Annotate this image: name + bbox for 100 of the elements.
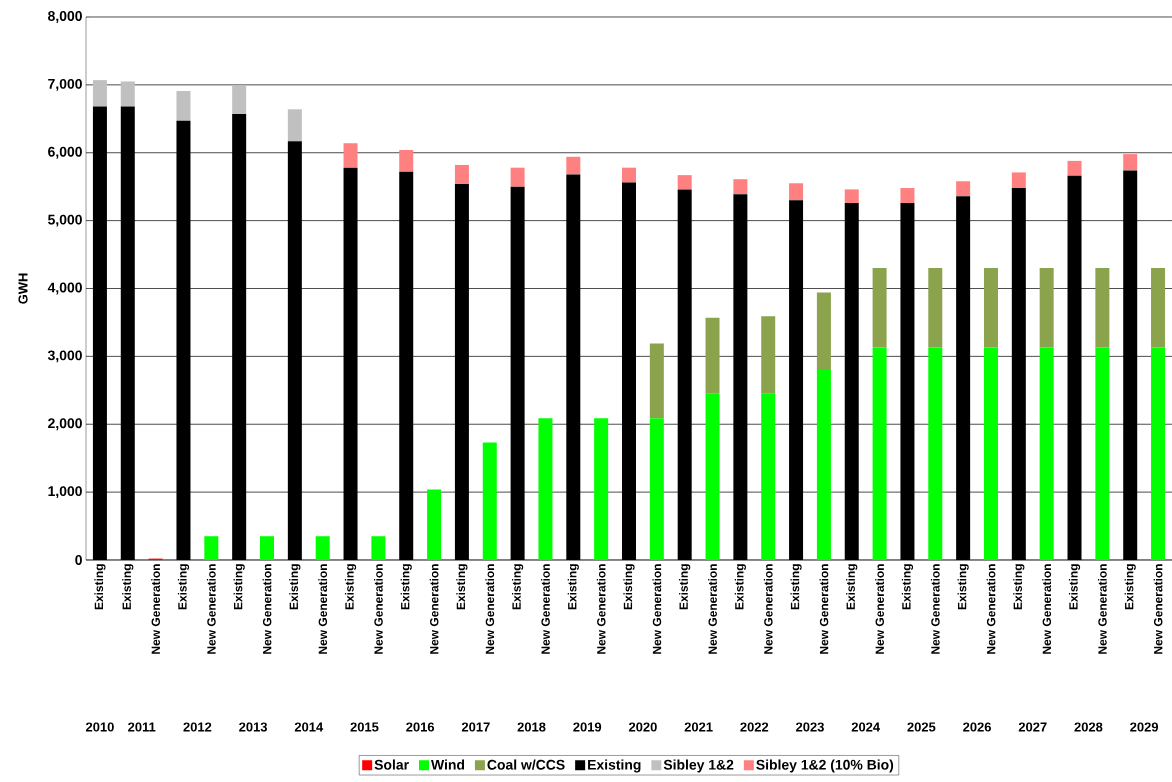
text: 2012: [183, 722, 212, 732]
text: 2026: [963, 722, 991, 732]
bar: [928, 347, 943, 560]
bar: [260, 536, 274, 560]
text: 2023: [796, 722, 824, 732]
bar: [983, 268, 998, 348]
x-tick-label: Existing: [1124, 564, 1136, 610]
bar: [705, 393, 720, 560]
y-tick-label: 8,000: [48, 11, 82, 23]
bar: [343, 143, 358, 168]
bar: [1151, 268, 1166, 348]
bar: [844, 189, 859, 203]
x-tick-label: New Generation: [1097, 564, 1107, 654]
x-tick-label: Existing: [734, 564, 746, 610]
x-tick-label: Existing: [846, 564, 858, 610]
text: 2029: [1130, 722, 1159, 732]
x-tick-label: New Generation: [151, 564, 161, 654]
bar: [120, 81, 135, 107]
y-tick-label: 5,000: [48, 214, 82, 227]
bar: [928, 268, 943, 348]
legend-label: Coal w/CCS: [487, 759, 565, 770]
bar: [232, 85, 247, 115]
bar: [705, 317, 720, 394]
legend-label: Sibley 1&2: [663, 759, 734, 773]
text: 2014: [294, 722, 324, 732]
x-tick-label: Existing: [94, 564, 106, 610]
text: 2025: [907, 722, 936, 732]
x-tick-label: Existing: [679, 564, 691, 610]
bar: [1039, 268, 1054, 348]
y-tick-label: 3,000: [47, 350, 82, 363]
legend-label: Solar: [374, 759, 409, 770]
bar: [1123, 154, 1138, 171]
x-tick-label: New Generation: [930, 564, 940, 654]
bar: [510, 167, 525, 187]
x-tick-label: New Generation: [763, 564, 773, 654]
bar: [371, 536, 386, 560]
x-tick-label: New Generation: [429, 564, 439, 654]
legend-label: Sibley 1&2 (10% Bio): [756, 759, 894, 773]
bar: [677, 175, 692, 190]
text: 2020: [628, 722, 657, 732]
x-tick-label: Existing: [456, 564, 468, 610]
x-tick-label: Existing: [512, 564, 524, 610]
bar: [1067, 160, 1082, 176]
bar: [176, 90, 191, 121]
y-tick-label: 6,000: [48, 146, 82, 159]
bar: [649, 343, 664, 419]
bar: [956, 181, 971, 197]
x-tick-label: New Generation: [1042, 564, 1052, 654]
text: 2015: [350, 722, 379, 732]
x-tick-label: Existing: [400, 564, 412, 610]
bar: [204, 536, 219, 560]
x-tick-label: Existing: [289, 564, 301, 610]
text: 2021: [684, 722, 713, 732]
bar: [538, 418, 553, 560]
x-tick-label: New Generation: [875, 564, 884, 654]
bar: [733, 179, 748, 195]
y-axis-title: GWH: [18, 273, 28, 304]
x-tick-label: Existing: [122, 564, 134, 610]
text: 2013: [239, 722, 268, 732]
x-tick-label: New Generation: [819, 564, 829, 654]
y-tick-label: 4,000: [47, 282, 82, 295]
x-tick-label: New Generation: [318, 564, 328, 654]
text: 2016: [406, 722, 435, 732]
bar: [1095, 268, 1110, 348]
bar: [649, 418, 664, 560]
bar: [315, 536, 330, 560]
bar: [816, 369, 831, 560]
text: 2017: [461, 722, 490, 732]
bar: [1039, 347, 1054, 560]
x-tick-label: Existing: [344, 564, 357, 610]
bar: [454, 164, 469, 184]
x-tick-label: Existing: [567, 564, 579, 610]
bar: [872, 268, 887, 348]
y-tick-label: 0: [75, 555, 82, 565]
x-tick-label: Existing: [177, 564, 190, 610]
y-tick-label: 7,000: [48, 78, 82, 91]
x-tick-label: Existing: [233, 564, 245, 610]
bar: [287, 109, 302, 142]
legend-label: Existing: [588, 759, 641, 773]
text: 2010: [85, 722, 114, 732]
bar: [872, 347, 887, 560]
text: 2022: [740, 722, 769, 732]
bar: [566, 156, 581, 175]
bar: [761, 316, 776, 394]
bar: [621, 167, 636, 183]
bar: [1151, 347, 1166, 560]
text: 2028: [1074, 722, 1103, 732]
text: 2011: [128, 722, 156, 732]
text: 2018: [517, 722, 546, 732]
bar: [427, 489, 442, 560]
x-tick-label: New Generation: [541, 564, 550, 654]
legend-label: Wind: [431, 759, 465, 770]
bar: [1095, 347, 1110, 560]
x-tick-label: Existing: [957, 564, 969, 610]
x-tick-label: New Generation: [206, 564, 216, 654]
x-tick-label: New Generation: [986, 564, 996, 654]
bar: [900, 188, 915, 203]
x-tick-label: New Generation: [1153, 564, 1163, 654]
text: 2027: [1018, 722, 1047, 732]
bar: [1011, 172, 1026, 189]
